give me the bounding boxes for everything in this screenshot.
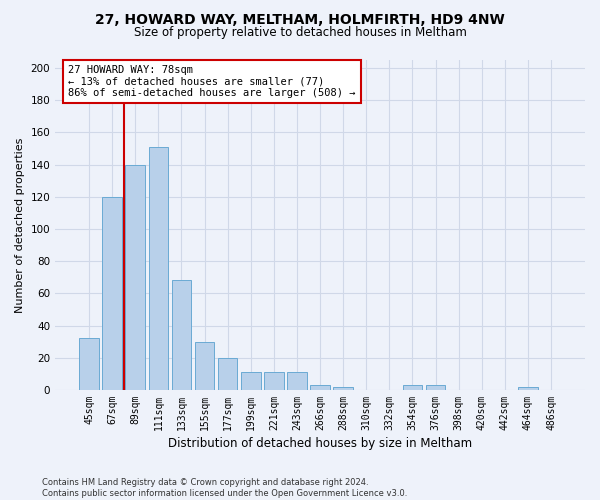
- Bar: [287, 372, 307, 390]
- Bar: [264, 372, 284, 390]
- Bar: [334, 386, 353, 390]
- Bar: [125, 164, 145, 390]
- Bar: [79, 338, 99, 390]
- Y-axis label: Number of detached properties: Number of detached properties: [15, 138, 25, 312]
- Bar: [241, 372, 260, 390]
- Text: 27 HOWARD WAY: 78sqm
← 13% of detached houses are smaller (77)
86% of semi-detac: 27 HOWARD WAY: 78sqm ← 13% of detached h…: [68, 65, 356, 98]
- Bar: [426, 385, 445, 390]
- Bar: [195, 342, 214, 390]
- Bar: [103, 197, 122, 390]
- X-axis label: Distribution of detached houses by size in Meltham: Distribution of detached houses by size …: [168, 437, 472, 450]
- Bar: [518, 386, 538, 390]
- Bar: [172, 280, 191, 390]
- Text: 27, HOWARD WAY, MELTHAM, HOLMFIRTH, HD9 4NW: 27, HOWARD WAY, MELTHAM, HOLMFIRTH, HD9 …: [95, 12, 505, 26]
- Bar: [403, 385, 422, 390]
- Bar: [218, 358, 238, 390]
- Bar: [310, 385, 330, 390]
- Text: Size of property relative to detached houses in Meltham: Size of property relative to detached ho…: [134, 26, 466, 39]
- Text: Contains HM Land Registry data © Crown copyright and database right 2024.
Contai: Contains HM Land Registry data © Crown c…: [42, 478, 407, 498]
- Bar: [149, 147, 168, 390]
